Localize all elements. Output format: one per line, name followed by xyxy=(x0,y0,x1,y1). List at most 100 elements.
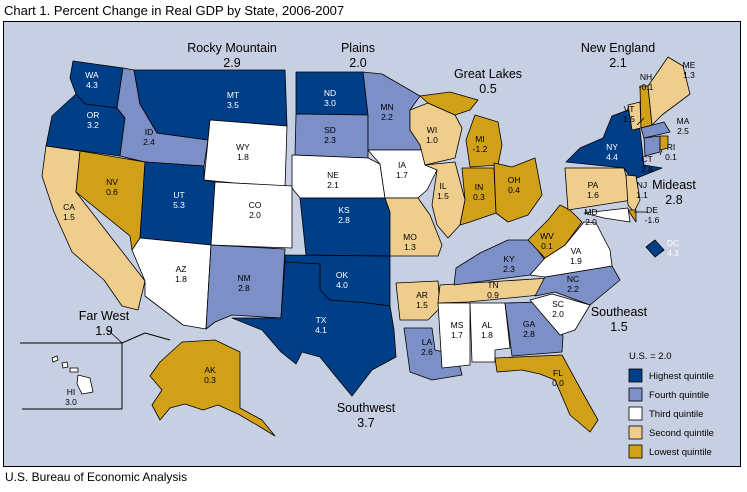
state-label-RI: RI 0.1 xyxy=(665,142,677,162)
state-label-MT: MT 3.5 xyxy=(227,90,239,110)
state-VA xyxy=(529,221,613,278)
legend-swatch-lowest xyxy=(628,444,643,459)
state-label-AR: AR 1.5 xyxy=(416,290,428,310)
legend-swatch-highest xyxy=(628,368,643,383)
state-CT xyxy=(643,135,661,157)
state-label-CT: CT 2.8 xyxy=(641,154,653,174)
chart-title: Chart 1. Percent Change in Real GDP by S… xyxy=(4,3,345,18)
state-labels: WA 4.3 OR 3.2 CA 1.5 NV 0.6 ID 2.4 MT 3.5 WY 1.8 UT 5.3… xyxy=(63,60,696,407)
state-label-KS: KS 2.8 xyxy=(338,205,350,225)
state-NM xyxy=(205,244,286,330)
inset-lines xyxy=(20,332,171,410)
state-label-WY: WY 1.8 xyxy=(236,142,250,162)
state-TN xyxy=(437,277,551,304)
state-MO xyxy=(384,197,443,257)
state-label-MN: MN 2.2 xyxy=(380,102,393,122)
state-label-WA: WA 4.3 xyxy=(85,70,99,90)
state-label-UT: UT 5.3 xyxy=(173,190,185,210)
state-label-WI: WI 1.0 xyxy=(426,125,438,145)
state-label-IA: IA 1.7 xyxy=(396,160,408,180)
state-OH xyxy=(493,157,543,223)
state-SC xyxy=(529,293,591,336)
state-label-IN: IN 0.3 xyxy=(473,182,485,202)
state-label-DC: DC 4.3 xyxy=(667,238,679,258)
legend-label-third: Third quintile xyxy=(649,409,703,420)
state-MD xyxy=(583,207,631,223)
state-label-MO: MO 1.3 xyxy=(403,232,417,252)
state-label-NC: NC 2.2 xyxy=(567,274,579,294)
state-DE xyxy=(627,209,637,223)
state-label-NV: NV 0.6 xyxy=(106,177,118,197)
state-label-MA: MA 2.5 xyxy=(677,116,690,136)
state-label-OR: OR 3.2 xyxy=(87,110,100,130)
state-DC xyxy=(645,239,665,258)
state-label-ME: ME 1.3 xyxy=(683,60,696,80)
state-label-FL: FL 0.0 xyxy=(552,368,564,388)
state-IL xyxy=(424,161,466,239)
state-KY xyxy=(453,239,546,286)
state-MA xyxy=(640,121,671,139)
state-TX xyxy=(231,261,397,397)
region-label-new-england: New England 2.1 xyxy=(581,41,655,70)
legend: U.S. = 2.0 Highest quintile Fourth quinti… xyxy=(628,351,714,459)
state-PA xyxy=(564,167,633,211)
state-label-AZ: AZ 1.8 xyxy=(175,264,187,284)
state-label-OH: OH 0.4 xyxy=(508,175,521,195)
state-label-MD: MD 2.0 xyxy=(584,207,597,227)
leader-lines xyxy=(107,117,663,344)
state-label-GA: GA 2.8 xyxy=(523,319,536,339)
legend-note: U.S. = 2.0 xyxy=(629,351,672,362)
legend-label-highest: Highest quintile xyxy=(649,371,714,382)
state-FL xyxy=(494,354,599,433)
region-label-southeast: Southeast 1.5 xyxy=(591,305,648,334)
state-AR xyxy=(395,280,441,321)
state-RI xyxy=(659,135,669,151)
state-label-MI: MI -1.2 xyxy=(473,134,488,154)
state-label-AK: AK 0.3 xyxy=(204,365,216,385)
legend-label-second: Second quintile xyxy=(649,428,714,439)
legend-label-fourth: Fourth quintile xyxy=(649,390,709,401)
state-HI xyxy=(51,355,94,395)
legend-swatch-fourth xyxy=(628,387,643,402)
state-label-OK: OK 4.0 xyxy=(336,270,349,290)
state-label-NM: NM 2.8 xyxy=(237,273,250,293)
state-label-VA: VA 1.9 xyxy=(570,246,582,266)
legend-swatch-second xyxy=(628,425,643,440)
region-label-rocky-mountain: Rocky Mountain 2.9 xyxy=(187,41,277,70)
state-WV xyxy=(527,204,583,259)
state-label-KY: KY 2.3 xyxy=(503,254,515,274)
state-label-VT: VT 1.5 xyxy=(623,104,635,124)
state-label-IL: IL 1.5 xyxy=(437,181,449,201)
region-label-plains: Plains 2.0 xyxy=(341,41,375,70)
region-label-mideast: Mideast 2.8 xyxy=(652,178,696,207)
state-AK xyxy=(149,339,276,437)
state-label-NE: NE 2.1 xyxy=(327,170,339,190)
state-label-HI: HI 3.0 xyxy=(65,387,77,407)
state-NJ xyxy=(625,174,641,213)
state-label-CO: CO 2.0 xyxy=(249,200,262,220)
state-label-LA: LA 2.6 xyxy=(421,337,433,357)
state-MS xyxy=(437,302,471,369)
state-label-PA: PA 1.6 xyxy=(587,180,599,200)
region-labels: Rocky Mountain 2.9 Plains 2.0 Great Lakes 0.5… xyxy=(79,41,697,430)
state-label-SC: SC 2.0 xyxy=(552,299,564,319)
legend-swatch-third xyxy=(628,406,643,421)
state-label-AL: AL 1.8 xyxy=(481,320,493,340)
state-label-DE: DE -1.6 xyxy=(645,205,660,225)
region-label-far-west: Far West 1.9 xyxy=(79,309,130,338)
state-label-WV: WV 0.1 xyxy=(540,231,554,251)
state-label-SD: SD 2.3 xyxy=(324,125,336,145)
state-label-NJ: NJ 1.1 xyxy=(636,180,648,200)
state-label-ID: ID 2.4 xyxy=(143,127,155,147)
state-label-NH: NH -0.1 xyxy=(639,72,654,92)
region-label-great-lakes: Great Lakes 0.5 xyxy=(454,67,522,96)
legend-label-lowest: Lowest quintile xyxy=(649,447,712,458)
state-label-MS: MS 1.7 xyxy=(451,320,464,340)
source-label: U.S. Bureau of Economic Analysis xyxy=(5,470,188,484)
state-label-NY: NY 4.4 xyxy=(606,142,618,162)
state-label-TN: TN 0.9 xyxy=(487,280,499,300)
state-label-TX: TX 4.1 xyxy=(315,315,327,335)
state-label-ND: ND 3.0 xyxy=(324,88,336,108)
region-label-southwest: Southwest 3.7 xyxy=(337,401,396,430)
